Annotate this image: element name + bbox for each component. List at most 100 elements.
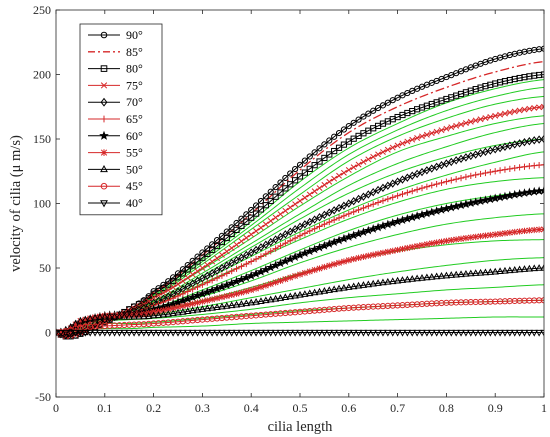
data-point bbox=[453, 236, 459, 242]
x-tick-label: 0 bbox=[53, 401, 59, 415]
data-point bbox=[419, 242, 425, 248]
data-point bbox=[302, 270, 308, 276]
data-point bbox=[326, 262, 332, 268]
data-point bbox=[409, 244, 415, 250]
y-tick-label: -50 bbox=[35, 390, 51, 404]
legend-entry-label: 90° bbox=[126, 28, 143, 42]
legend-entry-label: 80° bbox=[126, 62, 143, 76]
data-point bbox=[424, 241, 430, 247]
data-point bbox=[321, 264, 327, 270]
data-point bbox=[331, 261, 337, 267]
data-point bbox=[297, 271, 303, 277]
data-point bbox=[399, 246, 405, 252]
data-point bbox=[434, 239, 440, 245]
data-point bbox=[482, 233, 488, 239]
x-tick-label: 0.9 bbox=[488, 401, 503, 415]
x-tick-label: 0.2 bbox=[146, 401, 161, 415]
x-tick-label: 0.3 bbox=[195, 401, 210, 415]
data-point bbox=[414, 243, 420, 249]
data-point bbox=[209, 296, 215, 302]
data-point bbox=[497, 231, 503, 237]
data-point bbox=[307, 268, 313, 274]
x-tick-label: 0.4 bbox=[244, 401, 259, 415]
data-point bbox=[248, 287, 254, 293]
data-point bbox=[438, 239, 444, 245]
legend-entry-label: 40° bbox=[126, 196, 143, 210]
x-tick-label: 0.1 bbox=[97, 401, 112, 415]
legend-entry-label: 85° bbox=[126, 45, 143, 59]
legend: 90° 85° 80° 75° 70° 65° 60° 55° 50° 45° 40° bbox=[80, 24, 162, 215]
data-point bbox=[272, 279, 278, 285]
legend-entry-label: 50° bbox=[126, 162, 143, 176]
data-point bbox=[487, 232, 493, 238]
data-point bbox=[199, 298, 205, 304]
data-point bbox=[336, 260, 342, 266]
legend-entry-label: 55° bbox=[126, 146, 143, 160]
data-point bbox=[277, 278, 283, 284]
data-point bbox=[204, 297, 210, 303]
data-point bbox=[253, 285, 259, 291]
y-tick-label: 200 bbox=[33, 68, 51, 82]
data-point bbox=[463, 235, 469, 241]
data-point bbox=[404, 245, 410, 251]
x-tick-label: 0.6 bbox=[341, 401, 356, 415]
data-point bbox=[219, 294, 225, 300]
data-point bbox=[194, 300, 200, 306]
y-tick-label: 50 bbox=[39, 261, 51, 275]
x-tick-label: 0.7 bbox=[390, 401, 405, 415]
data-point bbox=[316, 265, 322, 271]
data-point bbox=[229, 292, 235, 298]
data-point bbox=[507, 230, 513, 236]
data-point bbox=[448, 237, 454, 243]
data-point bbox=[238, 289, 244, 295]
legend-entry-label: 60° bbox=[126, 129, 143, 143]
legend-entry-label: 45° bbox=[126, 179, 143, 193]
data-point bbox=[477, 233, 483, 239]
data-point bbox=[380, 250, 386, 256]
data-point bbox=[233, 291, 239, 297]
data-point bbox=[101, 149, 108, 156]
data-point bbox=[429, 240, 435, 246]
data-point bbox=[468, 234, 474, 240]
y-axis-label: velocity of cilia (μ m/s) bbox=[8, 135, 24, 272]
data-point bbox=[185, 302, 191, 308]
data-point bbox=[312, 267, 318, 273]
data-point bbox=[214, 295, 220, 301]
legend-entry-label: 65° bbox=[126, 112, 143, 126]
legend-entry-label: 75° bbox=[126, 78, 143, 92]
data-point bbox=[155, 308, 161, 314]
legend-entry-label: 70° bbox=[126, 95, 143, 109]
data-point bbox=[512, 229, 518, 235]
data-point bbox=[365, 253, 371, 259]
data-point bbox=[292, 273, 298, 279]
data-point bbox=[263, 282, 269, 288]
y-tick-label: 250 bbox=[33, 3, 51, 17]
data-point bbox=[287, 274, 293, 280]
data-point bbox=[370, 252, 376, 258]
x-axis-label: cilia length bbox=[268, 419, 334, 435]
data-point bbox=[521, 228, 527, 234]
data-point bbox=[375, 251, 381, 257]
x-tick-label: 0.5 bbox=[293, 401, 308, 415]
data-point bbox=[394, 247, 400, 253]
data-point bbox=[502, 230, 508, 236]
data-point bbox=[243, 288, 249, 294]
y-tick-label: 100 bbox=[33, 197, 51, 211]
data-point bbox=[268, 281, 274, 287]
data-point bbox=[355, 255, 361, 261]
data-point bbox=[385, 249, 391, 255]
data-point bbox=[516, 228, 522, 234]
data-point bbox=[458, 236, 464, 242]
x-tick-label: 0.8 bbox=[439, 401, 454, 415]
x-tick-label: 1 bbox=[541, 401, 547, 415]
data-point bbox=[258, 284, 264, 290]
data-point bbox=[390, 248, 396, 254]
data-point bbox=[346, 257, 352, 263]
data-point bbox=[473, 234, 479, 240]
data-point bbox=[224, 293, 230, 299]
data-point bbox=[190, 301, 196, 307]
y-tick-label: 150 bbox=[33, 132, 51, 146]
y-tick-label: 0 bbox=[45, 326, 51, 340]
data-point bbox=[492, 231, 498, 237]
